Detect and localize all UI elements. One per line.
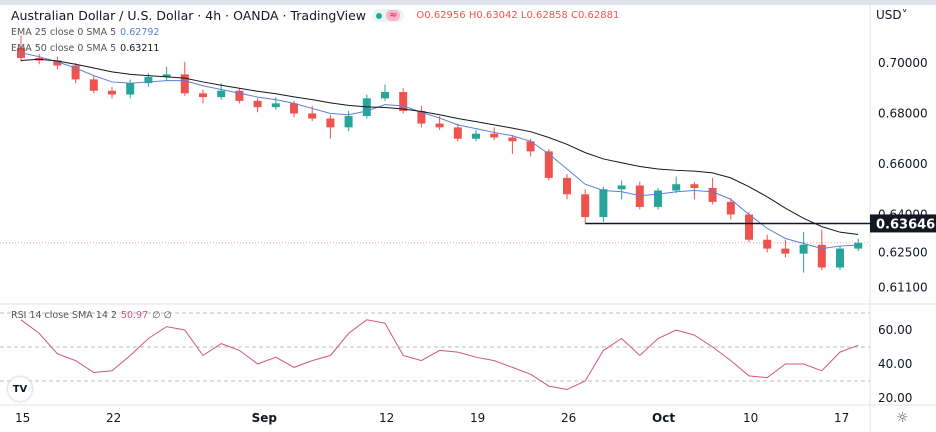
candle-body	[745, 214, 753, 240]
candle-body	[162, 74, 171, 77]
candle-body	[399, 92, 408, 111]
candle-body	[108, 90, 116, 95]
candle-body	[508, 137, 517, 142]
candle-body	[217, 90, 226, 98]
ema25-value: 0.62792	[120, 27, 160, 38]
support-price-label: 0.63646	[876, 217, 935, 232]
price-tick-label: 0.66000	[878, 157, 928, 171]
candle-body	[617, 185, 626, 190]
candle-body	[53, 60, 62, 66]
time-tick-label: 22	[106, 411, 121, 425]
candle-body	[836, 248, 844, 268]
market-open-icon	[376, 12, 383, 19]
candle-body	[126, 83, 135, 95]
time-tick-label: Sep	[252, 411, 278, 425]
candle-body	[817, 244, 826, 268]
candle-body	[490, 133, 499, 138]
high-value: H0.63042	[468, 10, 518, 21]
tradingview-logo[interactable]: TV	[8, 377, 32, 401]
rsi-tick-label: 60.00	[878, 323, 912, 337]
candle-body	[326, 118, 335, 128]
candle-body	[563, 177, 571, 195]
candle-body	[726, 201, 735, 215]
candle-body	[799, 244, 808, 254]
candle-body	[144, 76, 153, 84]
candle-body	[253, 100, 262, 108]
candle-body	[435, 123, 444, 128]
candle-body	[635, 185, 644, 207]
ema25-line	[20, 52, 859, 250]
candle-body	[235, 90, 244, 101]
ema50-legend[interactable]: EMA 50 close 0 SMA 5 0.63211	[11, 43, 159, 54]
candle-body	[581, 194, 590, 218]
candle-body	[526, 141, 535, 152]
support-price-badge	[870, 214, 936, 233]
market-status[interactable]: ≈	[372, 9, 405, 22]
chevron-down-icon: ˅	[901, 8, 908, 22]
candle-body	[180, 74, 189, 94]
candle-body	[17, 47, 25, 58]
time-tick-label: 19	[470, 411, 485, 425]
candle-body	[672, 184, 681, 191]
candle-body	[89, 79, 98, 91]
top-border	[0, 0, 936, 5]
rsi-extra: ∅ ∅	[152, 310, 172, 321]
candle-body	[344, 116, 353, 128]
rsi-label: RSI 14 close SMA 14 2	[11, 310, 117, 321]
candle-body	[199, 93, 207, 98]
gear-icon[interactable]: ☼	[896, 410, 909, 426]
candle-body	[708, 187, 717, 202]
rsi-value: 50.97	[120, 310, 149, 321]
candle-body	[654, 190, 662, 207]
candle-body	[417, 110, 426, 124]
currency-label: USD	[876, 8, 902, 22]
open-value: O0.62956	[416, 10, 466, 21]
ema50-value: 0.63211	[120, 43, 160, 54]
delay-icon: ≈	[386, 10, 401, 21]
time-tick-label: 17	[834, 411, 849, 425]
candle-body	[71, 65, 80, 80]
candle-body	[599, 189, 608, 218]
candle-body	[854, 242, 863, 249]
candle-body	[271, 103, 280, 108]
price-tick-label: 0.61100	[878, 281, 928, 295]
ema25-legend[interactable]: EMA 25 close 0 SMA 5 0.62792	[11, 27, 159, 38]
ema25-label: EMA 25 close 0 SMA 5	[11, 27, 117, 38]
candle-body	[763, 239, 772, 249]
symbol-title[interactable]: Australian Dollar / U.S. Dollar · 4h · O…	[11, 8, 367, 23]
low-value: L0.62858	[520, 10, 568, 21]
candle-body	[381, 92, 389, 99]
rsi-tick-label: 20.00	[878, 391, 912, 405]
ema50-line	[20, 58, 859, 235]
close-value: C0.62881	[571, 10, 620, 21]
currency-selector[interactable]: USD˅	[876, 8, 908, 22]
candle-body	[308, 113, 317, 119]
time-tick-label: 10	[743, 411, 758, 425]
time-tick-label: 15	[15, 411, 30, 425]
time-tick-label: 26	[561, 411, 576, 425]
price-tick-label: 0.68000	[878, 107, 928, 121]
candle-body	[453, 127, 462, 139]
candle-body	[544, 151, 553, 178]
time-tick-label: 12	[379, 411, 394, 425]
chart-legend: Australian Dollar / U.S. Dollar · 4h · O…	[11, 8, 619, 23]
rsi-legend[interactable]: RSI 14 close SMA 14 2 50.97 ∅ ∅	[11, 310, 172, 321]
time-tick-label: Oct	[652, 411, 675, 425]
candle-body	[290, 103, 298, 114]
candle-body	[472, 133, 480, 139]
candle-body	[690, 184, 699, 188]
rsi-line	[20, 319, 859, 391]
candle-body	[781, 248, 790, 254]
rsi-tick-label: 40.00	[878, 357, 912, 371]
ema50-label: EMA 50 close 0 SMA 5	[11, 43, 117, 54]
ohlc-values: O0.62956 H0.63042 L0.62858 C0.62881	[416, 10, 619, 21]
price-tick-label: 0.62500	[878, 245, 928, 259]
price-tick-label: 0.70000	[878, 56, 928, 70]
